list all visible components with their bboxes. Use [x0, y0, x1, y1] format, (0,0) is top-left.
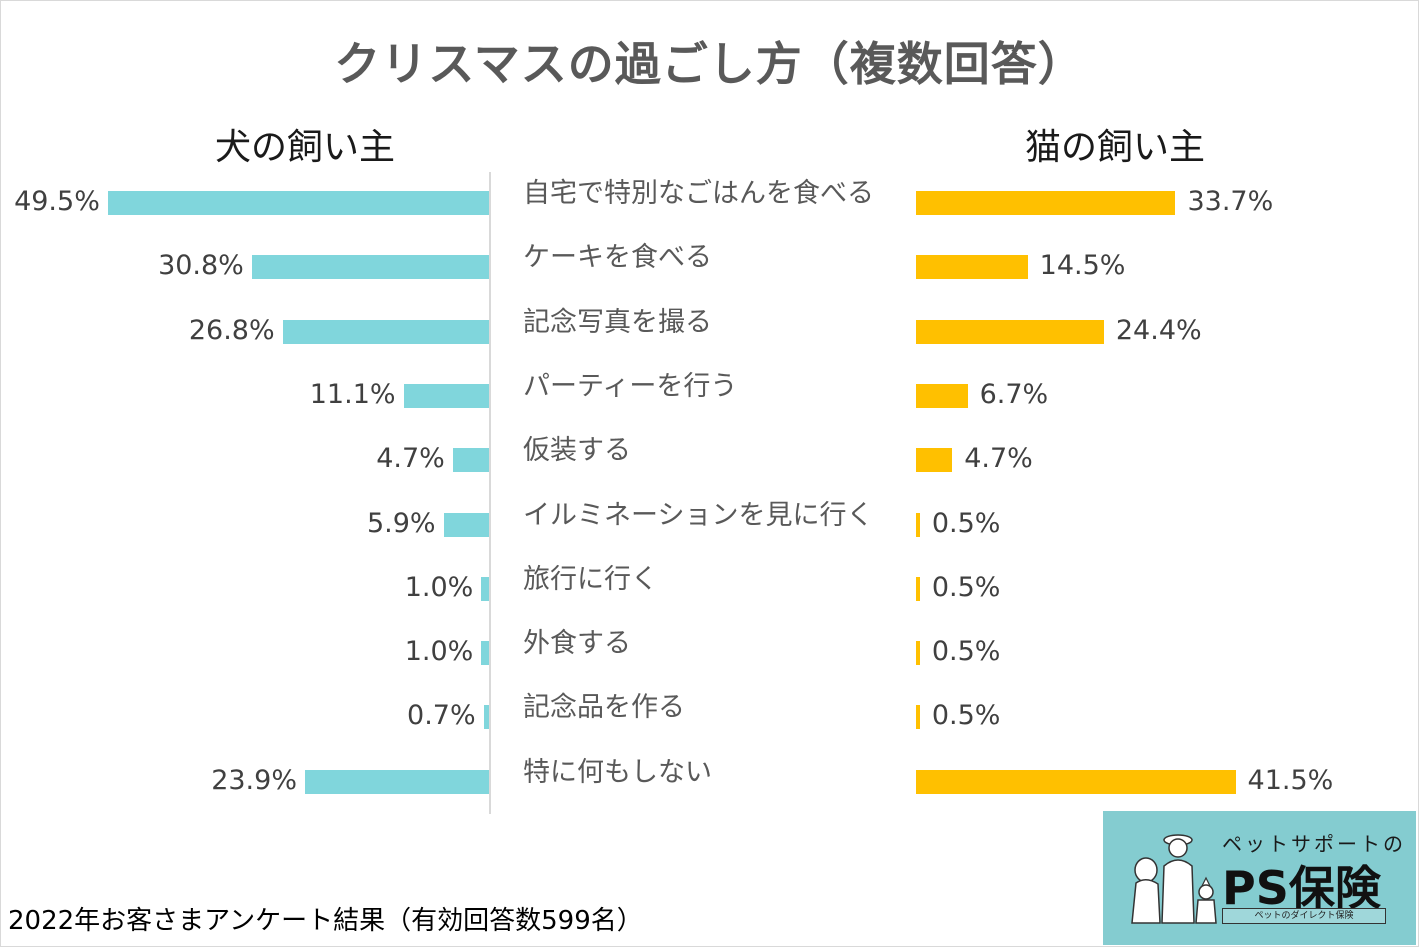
dog-bar	[443, 513, 489, 537]
dog-bar	[107, 191, 489, 215]
dog-bar	[403, 384, 489, 408]
category-label: パーティーを行う	[523, 371, 738, 402]
cat-bar	[916, 448, 953, 472]
cat-value-label: 0.5%	[931, 508, 1001, 539]
logo-tagline: ペットのダイレクト保険	[1222, 908, 1386, 924]
cat-value-label: 6.7%	[979, 379, 1049, 410]
dog-value-label: 0.7%	[407, 700, 476, 731]
category-label: イルミネーションを見に行く	[523, 500, 874, 531]
dog-bar	[452, 448, 489, 472]
cat-owner-heading: 猫の飼い主	[1025, 127, 1206, 168]
dog-bar	[481, 577, 489, 601]
footnote: 2022年お客さまアンケート結果（有効回答数599名）	[8, 906, 643, 936]
cat-bar	[916, 513, 920, 537]
dog-bar	[483, 705, 489, 729]
cat-value-label: 0.5%	[931, 636, 1001, 667]
center-divider	[489, 172, 491, 814]
logo-subtitle: ペットサポートの	[1222, 832, 1406, 856]
dog-value-label: 30.8%	[158, 250, 244, 281]
cat-value-label: 0.5%	[931, 572, 1001, 603]
dog-bar	[282, 320, 489, 344]
dog-value-label: 4.7%	[376, 443, 445, 474]
category-label: 仮装する	[523, 435, 631, 466]
dog-value-label: 1.0%	[404, 572, 474, 603]
dog-bar	[304, 770, 489, 794]
category-label: 自宅で特別なごはんを食べる	[523, 178, 874, 209]
pet-owner-illustration-icon	[1131, 834, 1217, 924]
cat-value-label: 33.7%	[1187, 186, 1274, 217]
cat-value-label: 41.5%	[1247, 765, 1334, 796]
category-label: 特に何もしない	[523, 757, 712, 788]
chart-title: クリスマスの過ごし方（複数回答）	[334, 37, 1085, 91]
dog-value-label: 11.1%	[309, 379, 396, 410]
dog-value-label: 23.9%	[211, 765, 297, 796]
cat-bar	[916, 577, 920, 601]
dog-bar	[251, 255, 489, 279]
cat-bar	[916, 705, 920, 729]
cat-bar	[916, 641, 920, 665]
cat-bar	[916, 320, 1104, 344]
category-label: 旅行に行く	[523, 564, 658, 595]
cat-bar	[916, 770, 1236, 794]
category-label: ケーキを食べる	[523, 242, 712, 273]
category-label: 記念品を作る	[523, 692, 685, 723]
dog-value-label: 49.5%	[14, 186, 100, 217]
cat-value-label: 0.5%	[931, 700, 1001, 731]
cat-value-label: 4.7%	[964, 443, 1033, 474]
cat-bar	[916, 191, 1176, 215]
cat-value-label: 24.4%	[1115, 315, 1202, 346]
dog-value-label: 26.8%	[188, 315, 275, 346]
category-label: 外食する	[523, 628, 631, 659]
dog-bar	[481, 641, 489, 665]
dog-owner-heading: 犬の飼い主	[215, 127, 396, 168]
cat-bar	[916, 384, 968, 408]
category-label: 記念写真を撮る	[523, 307, 712, 338]
cat-value-label: 14.5%	[1039, 250, 1126, 281]
dog-value-label: 5.9%	[366, 508, 436, 539]
dog-value-label: 1.0%	[404, 636, 474, 667]
cat-bar	[916, 255, 1028, 279]
logo-name: PS保険	[1222, 861, 1381, 915]
